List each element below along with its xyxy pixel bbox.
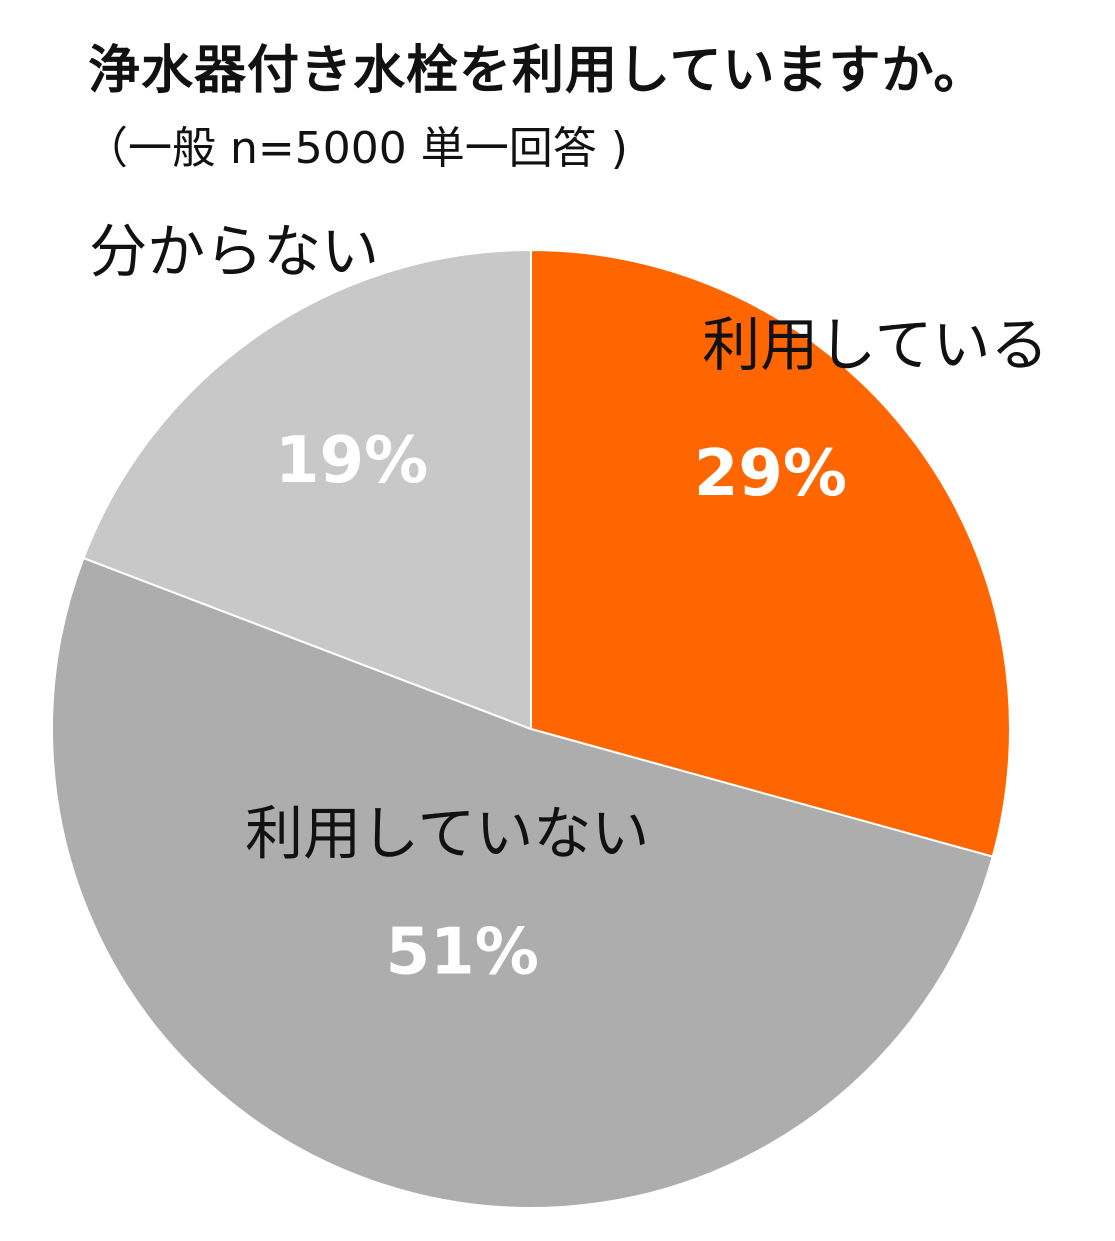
slice-unknown (82, 248, 532, 731)
slice-not-using (51, 556, 994, 1209)
chart-subtitle: （一般 n=5000 単一回答 ) (84, 123, 628, 174)
chart-title: 浄水器付き水栓を利用していますか。 (88, 41, 987, 101)
slice-using (530, 248, 1011, 858)
value-unknown: 19% (275, 424, 428, 498)
value-not-using: 51% (386, 915, 539, 989)
label-not-using: 利用していない (245, 799, 649, 867)
label-using: 利用している (702, 311, 1048, 379)
value-using: 29% (694, 437, 847, 511)
label-unknown: 分からない (89, 217, 379, 285)
